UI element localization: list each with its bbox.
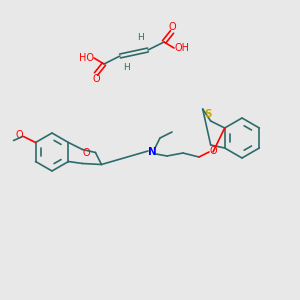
Text: HO: HO	[79, 53, 94, 63]
Text: O: O	[209, 146, 217, 156]
Text: O: O	[168, 22, 176, 32]
Text: N: N	[148, 147, 156, 157]
Text: OH: OH	[175, 43, 190, 53]
Text: O: O	[92, 74, 100, 84]
Text: O: O	[82, 148, 90, 158]
Text: O: O	[16, 130, 23, 140]
Text: H: H	[138, 34, 144, 43]
Text: H: H	[124, 64, 130, 73]
Text: S: S	[204, 109, 212, 119]
